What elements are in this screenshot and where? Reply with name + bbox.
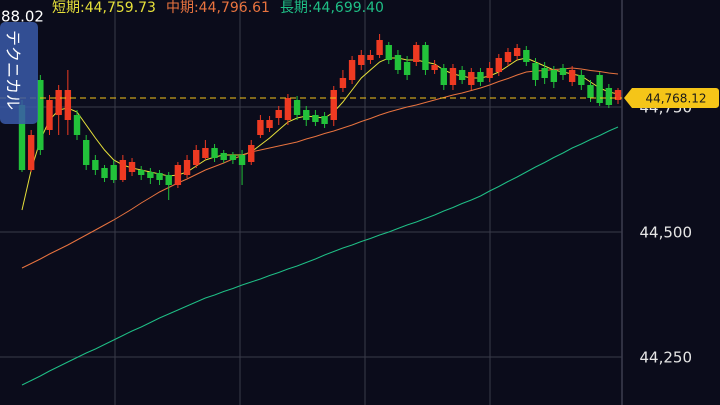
price-tag-label: 44,768.12 <box>645 91 706 105</box>
candle-body <box>73 115 81 135</box>
candle-body <box>431 65 438 70</box>
candle-body <box>37 80 44 150</box>
candle-body <box>495 58 502 72</box>
candle-body <box>376 40 383 55</box>
candle-body <box>486 68 493 78</box>
candle-body <box>422 45 429 70</box>
candle-body <box>64 90 72 120</box>
candle-body <box>27 135 35 170</box>
candle-body <box>92 160 99 170</box>
candle-body <box>101 168 108 178</box>
candle-body <box>596 75 603 103</box>
candle-body <box>165 175 172 185</box>
legend-entry: 短期:44,759.73 <box>52 0 156 16</box>
candle-body <box>468 72 475 85</box>
candle-body <box>156 173 163 180</box>
candle-body <box>238 155 246 165</box>
y-tick-label: 44,500 <box>640 224 693 242</box>
candle-body <box>138 170 145 175</box>
candle-body <box>119 160 127 180</box>
candle-body <box>559 68 567 75</box>
candle-body <box>385 45 392 60</box>
candle-body <box>55 90 62 115</box>
candle-body <box>541 68 548 78</box>
price-tag <box>624 87 719 108</box>
grid <box>0 106 622 358</box>
candle-body <box>303 110 310 120</box>
candle-body <box>339 78 347 88</box>
candle-body <box>513 48 521 56</box>
candle-body <box>82 140 90 165</box>
candle-body <box>248 145 255 162</box>
candles <box>18 34 622 200</box>
candle-body <box>110 165 117 180</box>
ma-line <box>21 126 619 386</box>
candle-body <box>449 68 457 85</box>
ma-line <box>21 67 619 269</box>
candle-body <box>568 70 576 82</box>
candle-body <box>275 110 282 118</box>
side-value: 88.02 <box>1 8 44 26</box>
candle-body <box>413 45 420 62</box>
candle-body <box>358 55 365 65</box>
candle-body <box>367 55 374 60</box>
technical-button[interactable]: テクニカル <box>0 22 38 124</box>
candle-body <box>440 68 447 85</box>
candle-body <box>403 62 411 75</box>
candle-body <box>229 155 237 160</box>
candle-body <box>202 148 209 158</box>
candle-body <box>284 98 292 120</box>
candle-body <box>211 148 218 158</box>
candle-body <box>458 70 466 80</box>
candle-body <box>46 100 53 130</box>
candle-body <box>614 90 622 100</box>
candle-body <box>550 70 558 82</box>
candle-body <box>174 165 182 185</box>
candle-body <box>578 75 585 85</box>
candle-body <box>348 60 356 80</box>
button-bg[interactable] <box>0 22 38 124</box>
candle-body <box>257 120 264 135</box>
candle-body <box>18 105 26 170</box>
candle-body <box>128 162 136 172</box>
candle-body <box>605 88 613 105</box>
y-tick-label: 44,250 <box>640 349 693 367</box>
legend: 短期:44,759.73 中期:44,796.61 長期:44,699.40 <box>52 0 384 16</box>
legend-entry: 中期:44,796.61 <box>166 0 270 16</box>
candle-body <box>312 115 319 122</box>
candle-body <box>220 153 227 160</box>
candle-body <box>587 85 594 98</box>
candle-body <box>193 150 200 165</box>
candle-body <box>321 116 328 124</box>
candle-body <box>266 120 273 128</box>
candle-body <box>477 72 484 82</box>
legend-entry: 長期:44,699.40 <box>280 0 384 16</box>
candle-body <box>532 63 539 80</box>
candle-body <box>330 90 337 120</box>
button-label[interactable]: テクニカル <box>4 30 23 110</box>
candle-body <box>394 55 402 70</box>
candle-body <box>183 160 191 175</box>
candle-body <box>523 50 530 62</box>
candle-body <box>293 100 301 115</box>
candle-body <box>147 172 154 178</box>
candle-body <box>504 52 512 62</box>
